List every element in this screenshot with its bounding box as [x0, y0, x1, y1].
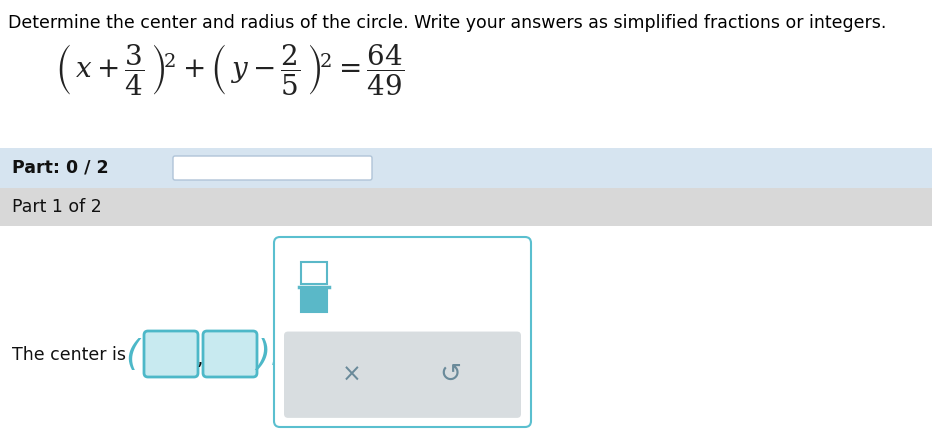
FancyBboxPatch shape: [0, 188, 932, 226]
Text: ).: ).: [256, 338, 281, 372]
Text: Part 1 of 2: Part 1 of 2: [12, 198, 102, 216]
Text: ↺: ↺: [439, 362, 461, 388]
Text: The center is: The center is: [12, 346, 126, 364]
FancyBboxPatch shape: [0, 226, 932, 434]
Text: ×: ×: [342, 363, 362, 387]
FancyBboxPatch shape: [0, 148, 932, 188]
FancyBboxPatch shape: [301, 290, 327, 312]
FancyBboxPatch shape: [274, 237, 531, 427]
FancyBboxPatch shape: [144, 331, 198, 377]
Text: (: (: [125, 338, 139, 372]
FancyBboxPatch shape: [284, 332, 521, 418]
FancyBboxPatch shape: [301, 262, 327, 284]
Text: $\left(\,x+\dfrac{3}{4}\,\right)^{\!2}+\left(\,y-\dfrac{2}{5}\,\right)^{\!2}=\df: $\left(\,x+\dfrac{3}{4}\,\right)^{\!2}+\…: [55, 42, 404, 97]
Text: ,: ,: [197, 349, 203, 369]
Text: Determine the center and radius of the circle. Write your answers as simplified : Determine the center and radius of the c…: [8, 14, 886, 32]
Text: Part: 0 / 2: Part: 0 / 2: [12, 159, 109, 177]
FancyBboxPatch shape: [173, 156, 372, 180]
FancyBboxPatch shape: [203, 331, 257, 377]
